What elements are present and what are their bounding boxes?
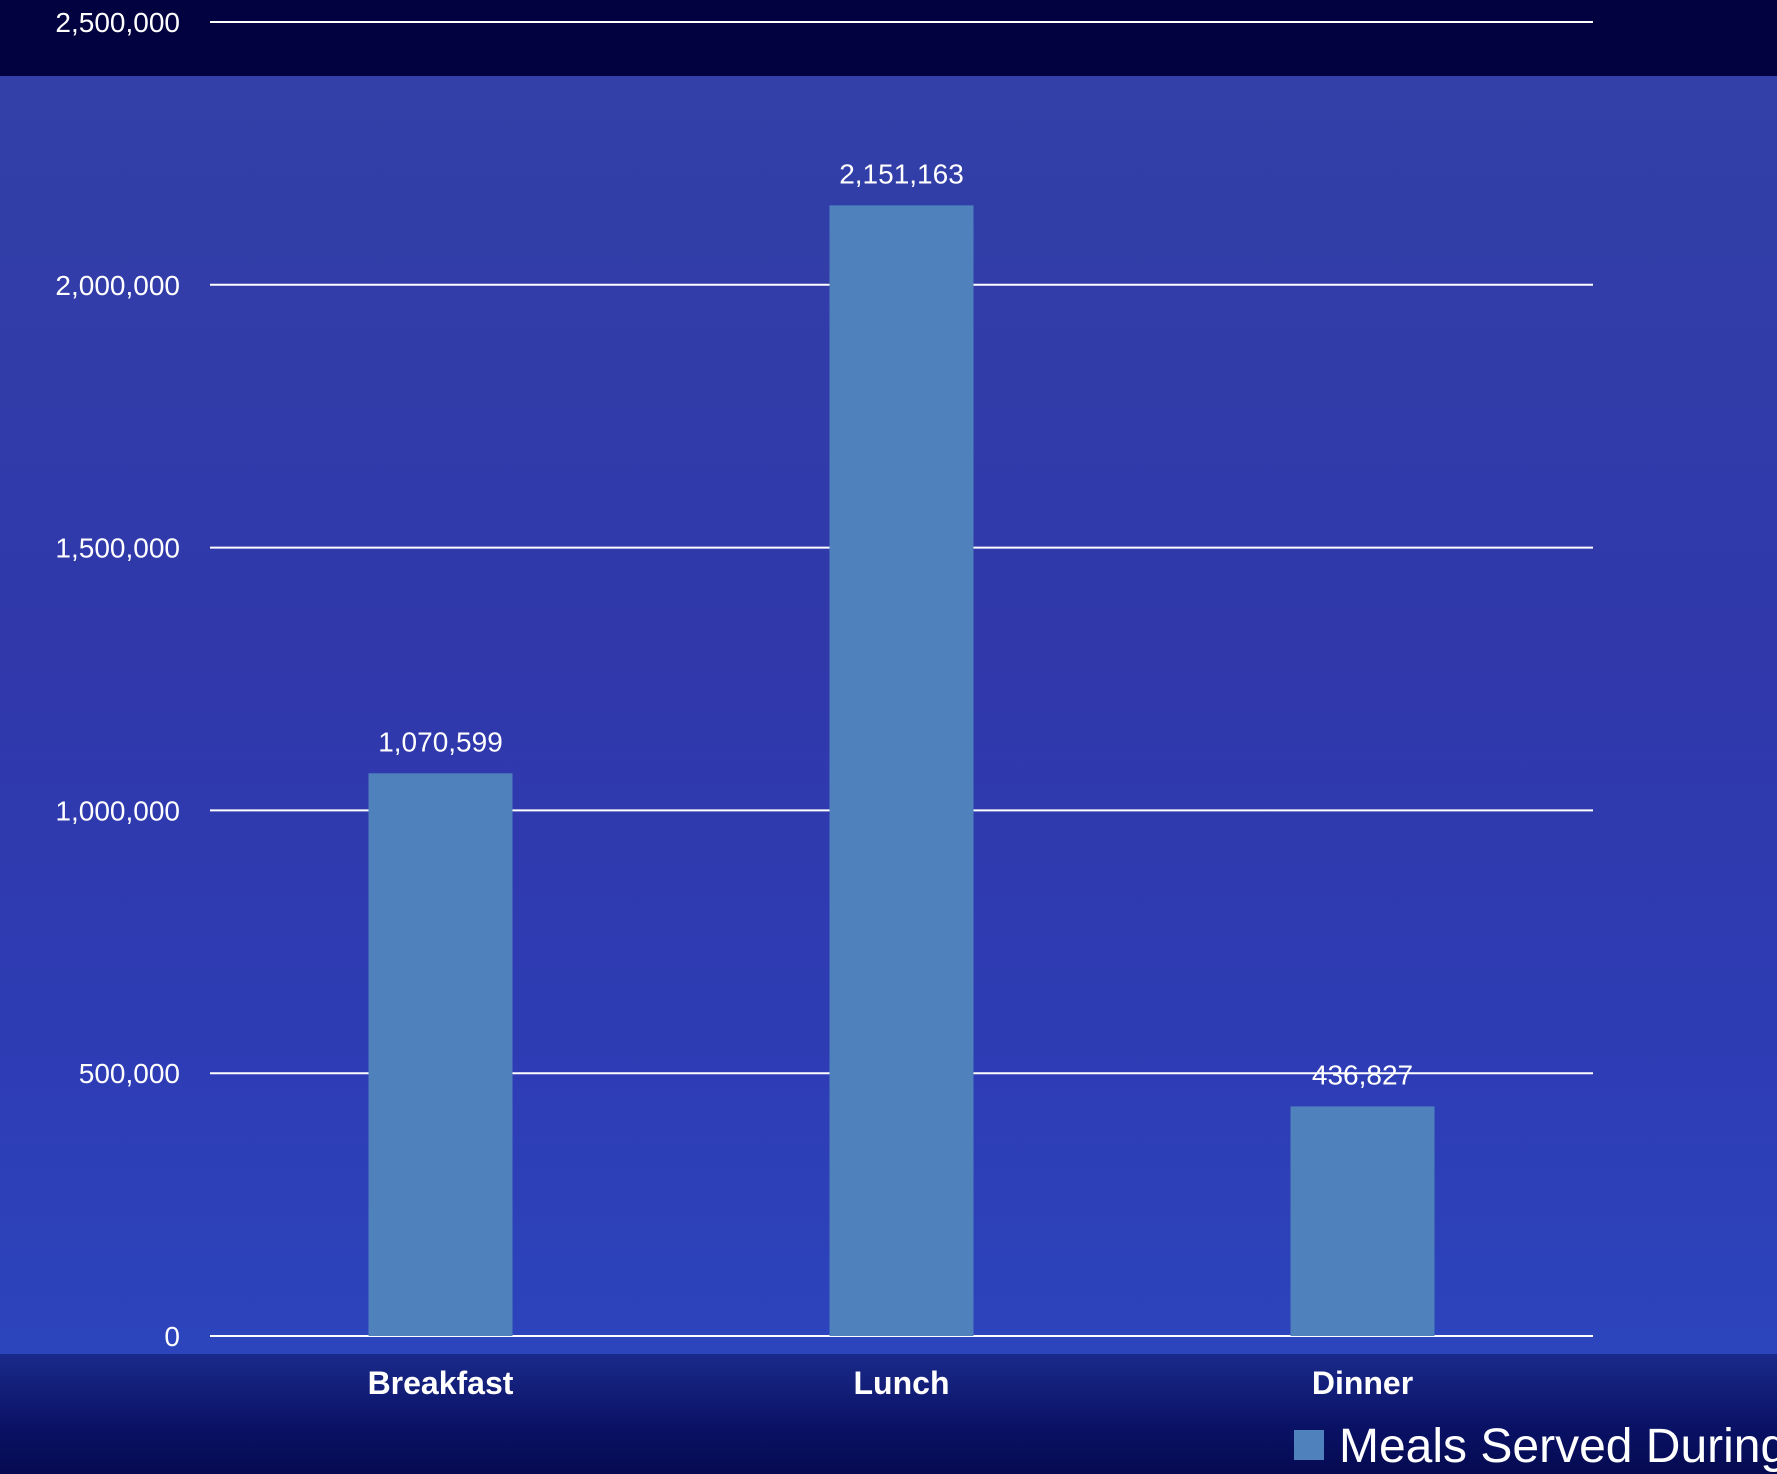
data-label-lunch: 2,151,163 [839, 158, 964, 189]
category-label-breakfast: Breakfast [368, 1365, 514, 1401]
data-label-dinner: 436,827 [1312, 1059, 1413, 1090]
legend-swatch [1294, 1430, 1324, 1460]
y-tick-label: 2,000,000 [55, 270, 180, 301]
chart-background-bottom [0, 1354, 1777, 1474]
y-tick-label: 1,500,000 [55, 533, 180, 564]
bar-lunch [829, 205, 974, 1336]
y-tick-label: 500,000 [79, 1058, 180, 1089]
y-tick-label: 1,000,000 [55, 795, 180, 826]
x-axis-category-labels: Breakfast Lunch Dinner [368, 1365, 1414, 1401]
category-label-dinner: Dinner [1312, 1365, 1413, 1401]
data-labels: 1,070,599 2,151,163 436,827 [378, 158, 1413, 1090]
legend-label: Meals Served During [1339, 1420, 1777, 1473]
y-tick-label: 0 [164, 1321, 180, 1352]
data-label-breakfast: 1,070,599 [378, 726, 503, 757]
category-label-lunch: Lunch [854, 1365, 950, 1401]
bars [368, 205, 1435, 1336]
legend: Meals Served During [1294, 1420, 1777, 1473]
y-tick-label: 2,500,000 [55, 7, 180, 38]
bar-dinner [1290, 1106, 1435, 1336]
y-axis-tick-labels: 0 500,000 1,000,000 1,500,000 2,000,000 2,500… [55, 7, 180, 1352]
bar-breakfast [368, 773, 513, 1336]
